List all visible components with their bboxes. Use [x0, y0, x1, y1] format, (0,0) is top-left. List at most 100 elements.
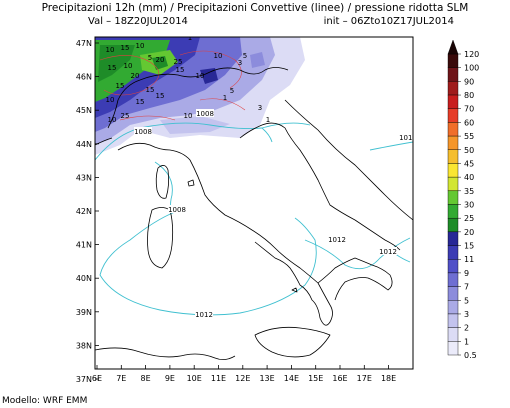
lat-label: 45N: [76, 106, 92, 115]
precip-value-label: 25: [121, 112, 130, 120]
colorbar-swatch: [447, 286, 459, 301]
colorbar-swatch: [447, 81, 459, 96]
isobar-label: 1012: [328, 236, 346, 244]
precip-value-label: 10: [136, 42, 145, 50]
lat-label: 41N: [76, 241, 92, 250]
precip-value-label: 10: [106, 46, 115, 54]
lat-label: 43N: [76, 173, 92, 182]
precip-value-label: 10: [184, 112, 193, 120]
precip-value-label: 10: [108, 116, 117, 124]
latitude-axis: 47N 46N 45N 44N 43N 42N 41N 40N 39N 38N 37N: [76, 39, 99, 384]
precip-value-label: 20: [131, 72, 140, 80]
isobar-label: 1012: [195, 311, 213, 319]
precip-value-label: 15: [108, 64, 117, 72]
chart-title: Precipitazioni 12h (mm) / Precipitazioni…: [41, 2, 469, 14]
colorbar-label: 80: [464, 91, 474, 100]
lon-label: 6E: [92, 374, 102, 383]
precip-value-label: 1: [188, 34, 192, 42]
precip-value-label: 10: [196, 72, 205, 80]
lat-label: 46N: [76, 73, 92, 82]
colorbar-swatch: [447, 231, 459, 246]
lon-label: 10E: [187, 374, 202, 383]
lon-label: 11E: [211, 374, 226, 383]
colorbar-label: 30: [464, 201, 474, 210]
colorbar-swatch: [447, 327, 459, 342]
colorbar-swatch: [447, 272, 459, 287]
colorbar-swatch: [447, 163, 459, 178]
isobar-label-bg: [379, 247, 397, 255]
lat-label: 38N: [76, 341, 92, 350]
colorbar-swatch: [447, 300, 459, 315]
colorbar-arrow: [447, 39, 459, 55]
colorbar-label: 11: [464, 255, 474, 264]
precip-value-label: 25: [174, 58, 183, 66]
colorbar-label: 60: [464, 118, 474, 127]
convective-lines: [99, 50, 246, 121]
precip-value-label: 10: [124, 62, 133, 70]
lon-label: 9E: [165, 374, 175, 383]
colorbar-swatch: [447, 190, 459, 205]
lon-label: 12E: [235, 374, 250, 383]
colorbar-label: 70: [464, 105, 474, 114]
precip-value-label: 15: [146, 86, 155, 94]
precip-value-label: 15: [121, 44, 130, 52]
colorbar-swatch: [447, 204, 459, 219]
isobar-label-bg: [168, 205, 186, 213]
lon-label: 15E: [308, 374, 323, 383]
lon-label: 16E: [332, 374, 347, 383]
isobar-label: 1008: [196, 110, 214, 118]
colorbar-swatch: [447, 108, 459, 123]
colorbar-label: 25: [464, 214, 474, 223]
colorbar-label: 55: [464, 132, 474, 141]
colorbar-label: 15: [464, 242, 474, 251]
isobar-label-bg: [134, 127, 152, 135]
colorbar-swatch: [447, 341, 459, 356]
precip-value-label: 15: [176, 66, 185, 74]
precip-value-label: 1: [223, 94, 227, 102]
valid-time: Val – 18Z20JUL2014: [88, 16, 188, 27]
coastlines: [95, 67, 413, 360]
lon-label: 13E: [259, 374, 274, 383]
isobar-label-bg: [195, 310, 213, 318]
isobar-labels: 1008 1008 1008 1012 1012 1012 1012: [134, 109, 417, 319]
colorbar-label: 45: [464, 159, 474, 168]
precip-value-label: 15: [156, 92, 165, 100]
longitude-axis: 6E 7E 8E 9E 10E 11E 12E 13E 14E 15E 16E 17E 18E: [92, 365, 396, 383]
colorbar-swatch: [447, 259, 459, 274]
precip-value-label: 20: [156, 56, 165, 64]
colorbar-label: 5: [464, 296, 469, 305]
precip-value-label: 5: [148, 54, 152, 62]
colorbar-swatch: [447, 135, 459, 150]
precip-value-label: 10: [214, 52, 223, 60]
colorbar-label: 90: [464, 77, 474, 86]
colorbar-swatch: [447, 122, 459, 137]
lat-label: 37N: [76, 375, 92, 384]
isobar-label-bg: [399, 133, 413, 141]
colorbar-label: 7: [464, 283, 469, 292]
precip-value-label: 3: [238, 59, 242, 67]
isobar-label: 1012: [379, 248, 397, 256]
precip-value-label: 15: [116, 82, 125, 90]
precip-value-label: 5: [243, 52, 247, 60]
init-time: init – 06Zto10Z17JUL2014: [323, 16, 454, 27]
colorbar-swatch: [447, 67, 459, 82]
colorbar-swatch: [447, 176, 459, 192]
lat-label: 40N: [76, 274, 92, 283]
precip-value-label: 3: [258, 104, 262, 112]
colorbar-swatch: [447, 313, 459, 328]
colorbar-label: 50: [464, 146, 474, 155]
lon-label: 17E: [357, 374, 372, 383]
colorbar-label: 20: [464, 228, 474, 237]
lat-label: 42N: [76, 207, 92, 216]
colorbar-swatch: [447, 245, 459, 260]
colorbar-label: 2: [464, 324, 469, 333]
isobar-label: 1012: [399, 134, 417, 142]
colorbar-swatch: [447, 94, 459, 109]
isobar-label: 1008: [168, 206, 186, 214]
colorbar-swatch: [447, 149, 459, 164]
colorbar-swatch: [447, 217, 459, 233]
isobar-label-bg: [196, 109, 214, 117]
plot-border: [94, 36, 414, 370]
